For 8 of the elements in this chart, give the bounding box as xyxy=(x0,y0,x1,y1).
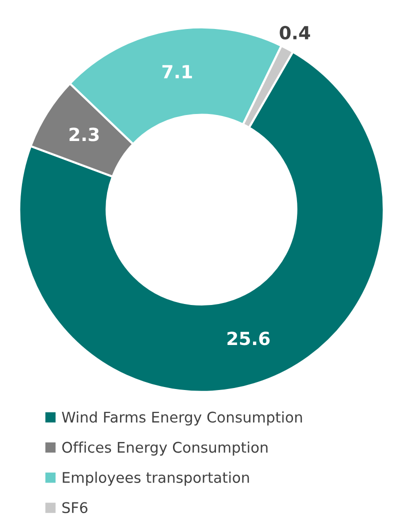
legend-label: Wind Farms Energy Consumption xyxy=(62,411,302,426)
data-label: 0.4 xyxy=(280,26,310,40)
data-label: 7.1 xyxy=(162,65,192,78)
legend-label: SF6 xyxy=(62,502,88,514)
data-label: 2.3 xyxy=(70,128,99,142)
data-label: 25.6 xyxy=(228,332,270,346)
legend-label: Offices Energy Consumption xyxy=(62,442,268,456)
legend-label: Employees transportation xyxy=(62,472,249,486)
